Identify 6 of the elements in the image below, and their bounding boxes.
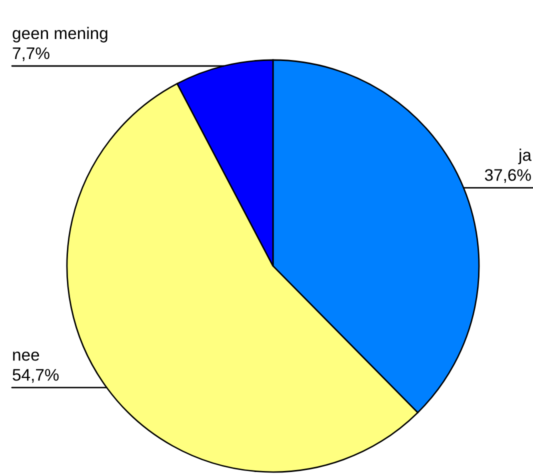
- slice-label: geen mening: [12, 26, 108, 42]
- slice-label: ja: [518, 148, 532, 164]
- data-label: 54,7%: [12, 369, 59, 383]
- data-label: 7,7%: [12, 47, 50, 62]
- data-label: 37,6%: [484, 169, 531, 183]
- slice-label: nee: [13, 352, 40, 361]
